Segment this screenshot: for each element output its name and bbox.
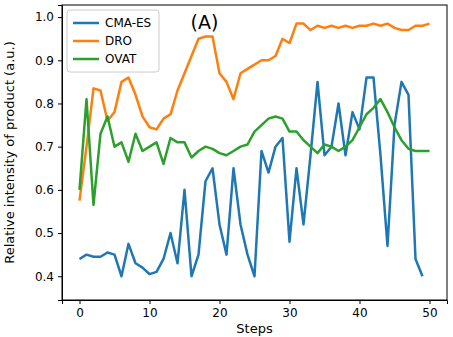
tick-mark <box>150 300 151 304</box>
tick-label: 50 <box>422 306 437 320</box>
series-line <box>80 78 423 277</box>
tick-mark <box>58 233 62 234</box>
tick-label: 0.9 <box>35 54 54 68</box>
tick: 0.8 <box>35 97 62 111</box>
tick-mark <box>58 103 62 104</box>
tick-label: 20 <box>212 306 227 320</box>
tick-label: 0.8 <box>35 97 54 111</box>
y-axis-title: Relative intensity of product (a.u.) <box>2 41 17 263</box>
tick-label: 30 <box>282 306 297 320</box>
tick-mark <box>360 300 361 304</box>
legend-box <box>67 10 159 72</box>
tick-mark <box>290 300 291 304</box>
tick-mark <box>220 300 221 304</box>
tick-label: 10 <box>142 306 157 320</box>
tick-mark <box>58 276 62 277</box>
tick-label: 0.6 <box>35 183 54 197</box>
y-axis: 0.4 0.5 0.6 0.7 0.8 0.9 1.0 <box>35 6 63 301</box>
tick: 20 <box>212 300 227 320</box>
chart-container: 0 10 20 30 40 50 0.4 0.5 0.6 0.7 0.8 0.9 1.0 CMA-ES DR… <box>0 0 453 337</box>
tick: 50 <box>422 300 437 320</box>
tick: 0.5 <box>35 226 62 240</box>
legend-label: CMA-ES <box>105 16 151 30</box>
tick: 1.0 <box>35 10 62 24</box>
tick-mark <box>58 17 62 18</box>
x-axis-title: Steps <box>236 321 273 336</box>
annotation: (A) <box>191 11 219 33</box>
tick: 0.7 <box>35 140 62 154</box>
tick: 0.4 <box>35 270 62 284</box>
tick-label: 40 <box>352 306 367 320</box>
axis-line <box>58 6 63 301</box>
tick-mark <box>58 190 62 191</box>
tick-label: 0.7 <box>35 140 54 154</box>
legend-label: DRO <box>105 34 132 48</box>
legend-swatch <box>73 58 99 61</box>
tick: 0.6 <box>35 183 62 197</box>
legend: CMA-ES DRO OVAT <box>67 10 159 72</box>
legend-label: OVAT <box>105 52 137 66</box>
tick: 10 <box>142 300 157 320</box>
plot-area: 0 10 20 30 40 50 0.4 0.5 0.6 0.7 0.8 0.9 1.0 CMA-ES DR… <box>35 5 448 320</box>
tick: 30 <box>282 300 297 320</box>
tick: 40 <box>352 300 367 320</box>
tick: 0.9 <box>35 54 62 68</box>
tick-label: 1.0 <box>35 10 54 24</box>
tick-label: 0.4 <box>35 270 54 284</box>
legend-swatch <box>73 40 99 43</box>
tick-mark <box>430 300 431 304</box>
chart-svg: 0 10 20 30 40 50 0.4 0.5 0.6 0.7 0.8 0.9 1.0 CMA-ES DR… <box>0 0 453 337</box>
series-line <box>80 99 430 205</box>
x-axis: 0 10 20 30 40 50 <box>63 300 448 320</box>
axis-line <box>63 301 448 305</box>
tick: 0 <box>76 300 84 320</box>
plot-frame <box>62 5 447 300</box>
tick-label: 0 <box>76 306 84 320</box>
tick-mark <box>58 60 62 61</box>
series-group <box>80 24 430 277</box>
tick-label: 0.5 <box>35 226 54 240</box>
tick-mark <box>80 300 81 304</box>
legend-swatch <box>73 22 99 25</box>
tick-mark <box>58 147 62 148</box>
